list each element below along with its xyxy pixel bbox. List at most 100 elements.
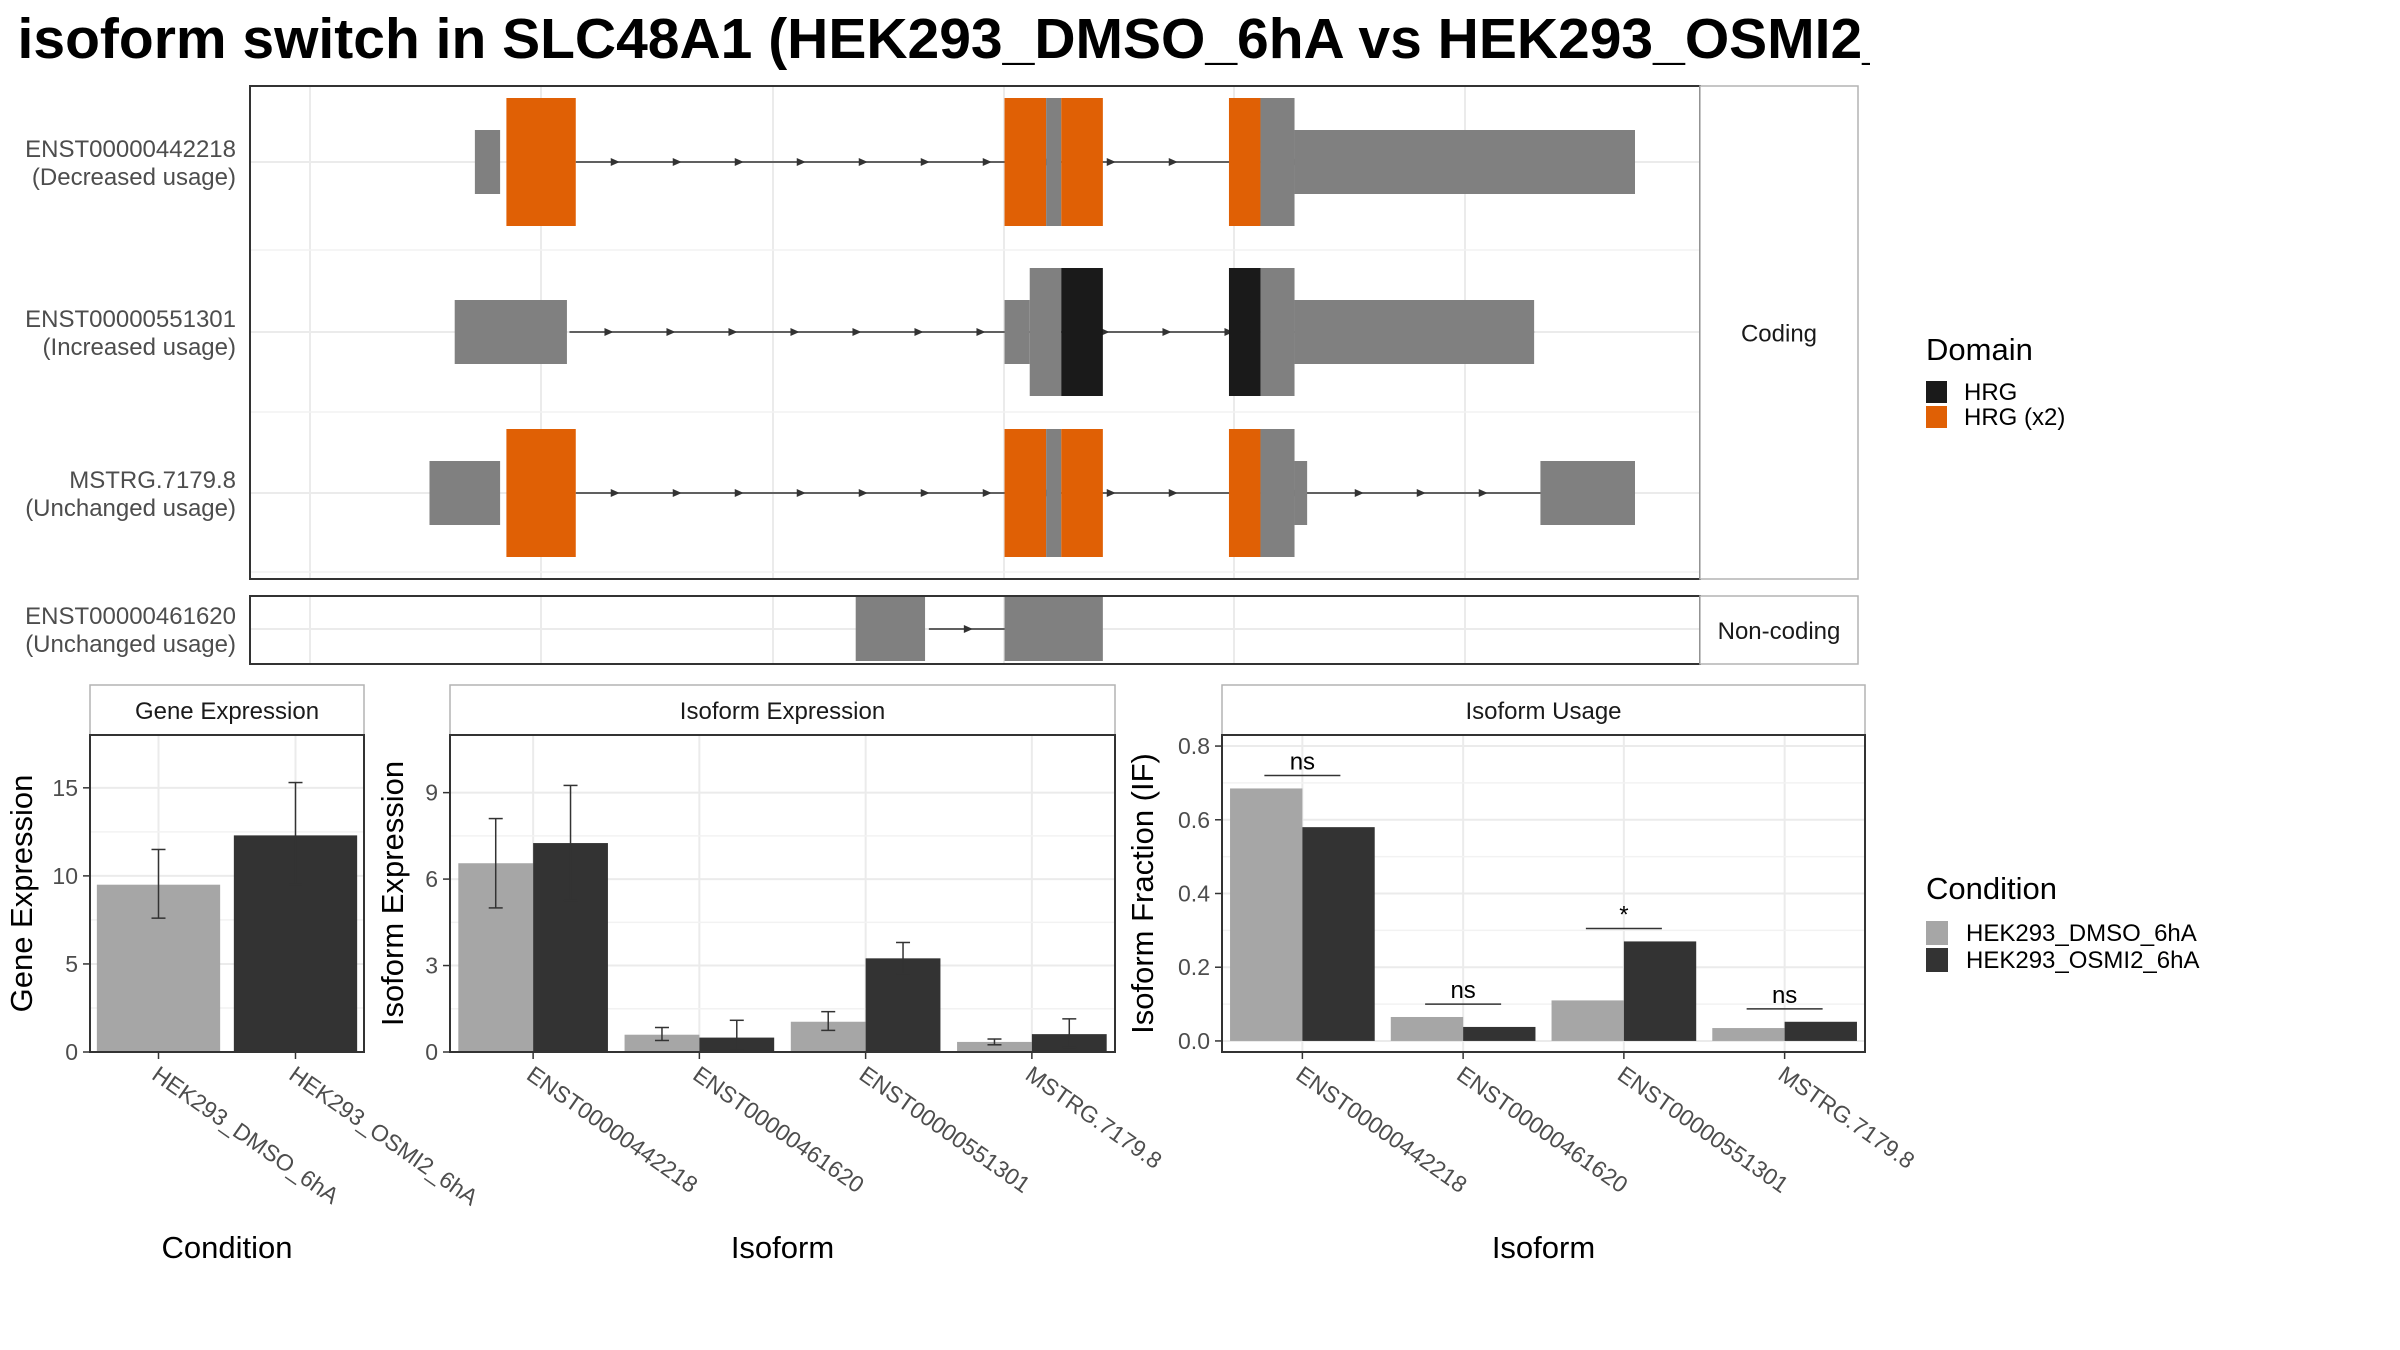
y-tick-label: 15 [52,775,78,801]
exon [454,300,567,364]
domain-exon [506,98,576,226]
intron-arrow [1106,489,1116,497]
exon [474,130,501,194]
intron-arrow [920,489,930,497]
intron-arrow [796,489,806,497]
intron-arrow [672,489,682,497]
intron-arrow [858,158,868,166]
intron-arrow [1224,328,1234,336]
exon [1004,597,1103,661]
x-tick-label: MSTRG.7179.8 [1774,1061,1920,1174]
y-tick-label: 9 [425,780,438,806]
intron-arrow [610,158,620,166]
y-tick-label: 0.2 [1178,954,1210,980]
transcript-label: MSTRG.7179.8 [69,467,236,494]
intron-arrow [1168,158,1178,166]
exon [1294,300,1535,364]
y-axis-title: Gene Expression [4,775,39,1013]
transcript-usage-label: (Increased usage) [43,334,236,361]
x-axis-title: Isoform [1492,1230,1595,1265]
panel-strip [89,684,365,736]
transcript-label: ENST00000551301 [25,306,236,333]
x-axis-title: Condition [162,1230,293,1265]
exon [1260,429,1295,557]
intron-arrow [672,158,682,166]
intron-arrow [1416,489,1426,497]
panel-isoform-expression: Isoform Expression0369ENST00000442218ENS… [375,684,1167,1265]
intron-arrow [1106,158,1116,166]
condition-legend-key [1926,948,1948,972]
intron-arrow [963,625,973,633]
condition-legend-label: HEK293_OSMI2_6hA [1966,947,2199,974]
intron-arrow [796,158,806,166]
bar [1390,1016,1464,1041]
x-tick-label: ENST00000461620 [1452,1061,1632,1198]
exon [1540,461,1635,525]
panel-strip-label: Isoform Expression [680,698,885,725]
facet-strip-label: Coding [1741,321,1817,348]
transcript-usage-label: (Unchanged usage) [25,631,236,658]
domain-legend-key [1926,381,1947,403]
y-tick-label: 5 [65,951,78,977]
significance-label: ns [1450,977,1475,1004]
transcript-label: ENST00000461620 [25,603,236,630]
exon [1294,461,1308,525]
exon [1046,98,1062,226]
bar [624,1034,700,1052]
condition-legend-title: Condition [1926,871,2057,906]
intron-arrow [1162,328,1172,336]
intron-arrow [982,489,992,497]
figure-title: e isoform switch in SLC48A1 (HEK293_DMSO… [0,7,1870,71]
intron-arrow [858,489,868,497]
condition-legend-label: HEK293_DMSO_6hA [1966,920,2197,947]
exon [1294,130,1635,194]
transcript-label: ENST00000442218 [25,136,236,163]
exon [1046,429,1062,557]
intron-arrow [790,328,800,336]
significance-label: ns [1772,982,1797,1009]
y-tick-label: 0.6 [1178,807,1210,833]
domain-exon [506,429,576,557]
domain-exon [1061,98,1103,226]
domain-exon [1004,98,1047,226]
panel-border [89,734,365,1053]
bar [1623,941,1697,1041]
y-tick-label: 0 [65,1039,78,1065]
intron-arrow [1354,489,1364,497]
intron-arrow [604,328,614,336]
y-tick-label: 0.0 [1178,1028,1210,1054]
intron-arrow [914,328,924,336]
panel-strip-label: Gene Expression [135,698,319,725]
exon [855,597,926,661]
facet-strip-label: Non-coding [1718,618,1841,645]
y-tick-label: 3 [425,953,438,979]
domain-legend-label: HRG [1964,379,2017,406]
intron-arrow [920,158,930,166]
bar [1784,1021,1857,1041]
intron-arrow [666,328,676,336]
intron-arrow [734,489,744,497]
bar [1463,1026,1536,1041]
facet-strip [1699,595,1859,665]
y-axis-title: Isoform Fraction (IF) [1125,753,1160,1034]
intron-arrow [1478,489,1488,497]
x-axis-title: Isoform [731,1230,834,1265]
y-tick-label: 0.8 [1178,733,1210,759]
bar [1230,788,1303,1041]
x-tick-label: ENST00000551301 [855,1061,1035,1198]
bar [1302,827,1375,1041]
domain-exon [1228,268,1261,396]
facet-strip [1699,85,1859,580]
intron-arrow [728,328,738,336]
domain-exon [1061,268,1103,396]
transcript-usage-label: (Decreased usage) [32,164,236,191]
y-axis-title: Isoform Expression [375,761,410,1026]
exon [1004,300,1030,364]
panel-strip [1221,684,1866,736]
panel-isoform-usage: Isoform Usage 0.0 0.2 0.4 0.6 0.8 ns ns * ns ENST0… [1125,684,1920,1265]
panel-strip-label: Isoform Usage [1465,698,1621,725]
x-tick-label: ENST00000442218 [1292,1061,1472,1198]
domain-exon [1004,429,1047,557]
